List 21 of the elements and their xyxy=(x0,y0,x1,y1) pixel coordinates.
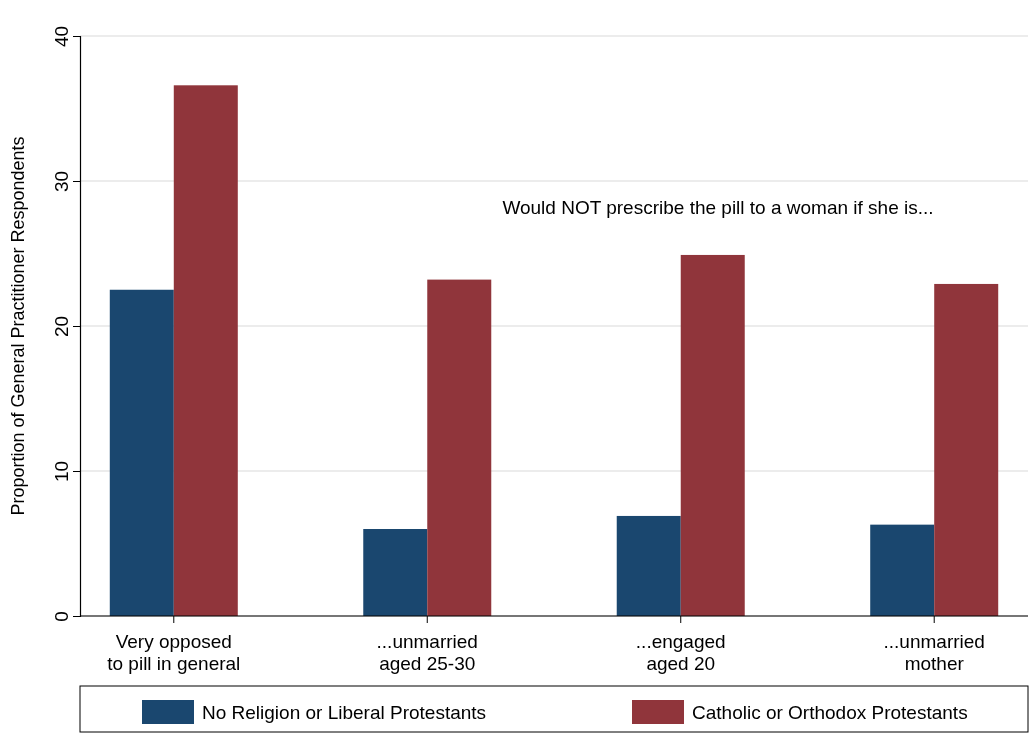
bar xyxy=(173,85,238,616)
y-tick-label: 10 xyxy=(51,460,72,483)
legend-label: No Religion or Liberal Protestants xyxy=(202,702,487,723)
bar xyxy=(616,515,681,616)
bar xyxy=(870,524,935,616)
y-axis-title: Proportion of General Practitioner Respondents xyxy=(8,136,28,516)
x-tick-label: ...engaged aged 20 xyxy=(635,631,726,674)
y-tick-label: 0 xyxy=(51,611,72,622)
x-tick-label: ...unmarried mother xyxy=(883,631,985,674)
y-tick-label: 30 xyxy=(51,170,72,193)
bar xyxy=(680,254,745,616)
bar xyxy=(427,279,492,616)
bar xyxy=(934,283,999,616)
y-tick-label: 20 xyxy=(51,315,72,338)
bar xyxy=(363,529,428,616)
annotation: Would NOT prescribe the pill to a woman if she is... xyxy=(502,197,934,218)
x-tick-label: Very opposed to pill in general xyxy=(107,631,241,674)
legend-label: Catholic or Orthodox Protestants xyxy=(692,702,968,723)
bar xyxy=(109,289,174,616)
x-tick-label: ...unmarried aged 25-30 xyxy=(376,631,478,674)
y-tick-label: 40 xyxy=(51,25,72,48)
